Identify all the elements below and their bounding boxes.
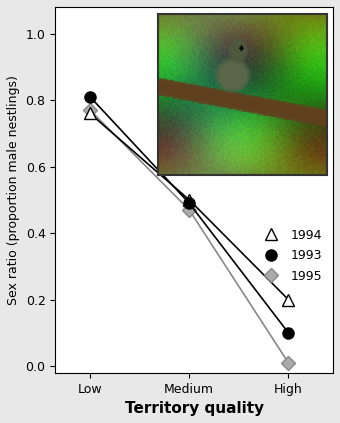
Y-axis label: Sex ratio (proportion male nestlings): Sex ratio (proportion male nestlings): [7, 75, 20, 305]
X-axis label: Territory quality: Territory quality: [124, 401, 264, 416]
Legend: 1994, 1993, 1995: 1994, 1993, 1995: [254, 224, 327, 288]
